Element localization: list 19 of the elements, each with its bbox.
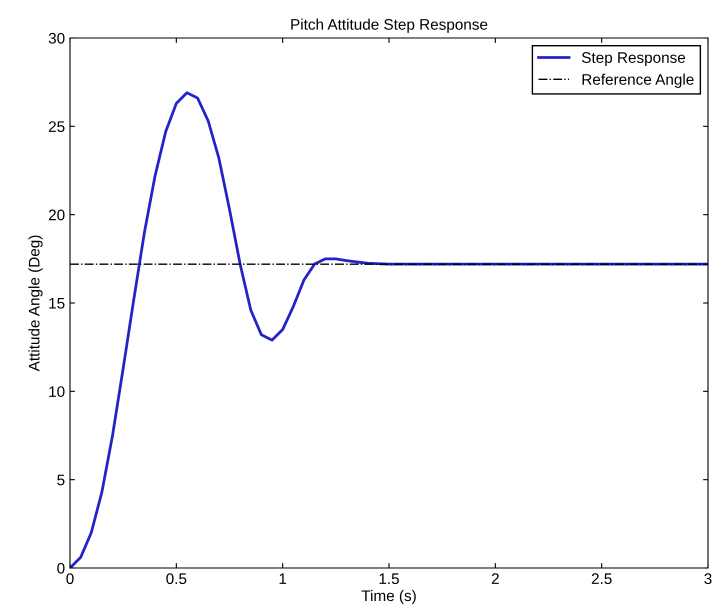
chart-title: Pitch Attitude Step Response <box>291 18 488 33</box>
y-tick-label: 20 <box>48 210 65 220</box>
y-tick-label: 25 <box>48 121 64 132</box>
y-tick-label: 15 <box>49 298 64 309</box>
x-tick-label: 1 <box>280 573 286 584</box>
x-axis-title: Time (s) <box>362 590 416 604</box>
x-tick-label: 2 <box>492 573 499 584</box>
legend-label: Step Response <box>582 52 686 66</box>
y-tick-label: 10 <box>49 386 65 398</box>
legend-label: Reference Angle <box>582 74 694 88</box>
y-axis-title: Attitude Angle (Deg) <box>28 236 43 372</box>
x-tick-label: 2.5 <box>592 573 612 584</box>
y-tick-label: 5 <box>57 474 64 486</box>
x-tick-label: 1.5 <box>380 573 399 584</box>
y-tick-label: 0 <box>57 562 65 574</box>
x-tick-label: 3 <box>704 573 712 584</box>
x-tick-label: 0 <box>66 573 74 584</box>
x-tick-label: 0.5 <box>166 573 186 584</box>
y-tick-label: 30 <box>48 32 65 44</box>
